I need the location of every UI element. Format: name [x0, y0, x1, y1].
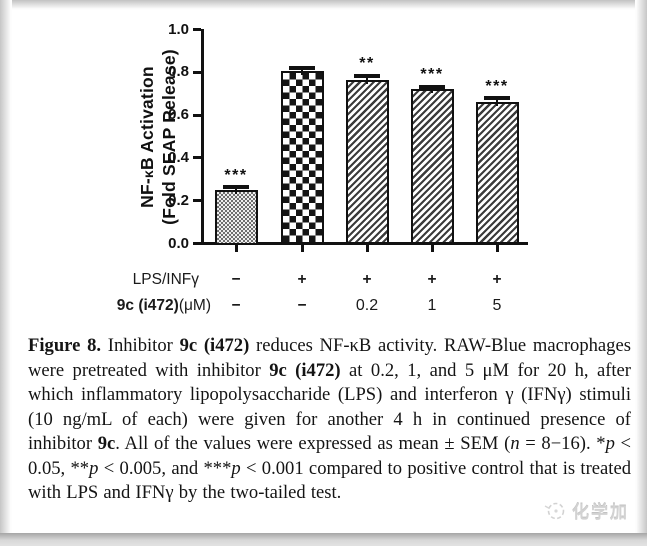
condition-value: −: [231, 297, 241, 314]
figure-caption: Figure 8. Inhibitor 9c (i472) reduces NF…: [28, 334, 631, 506]
caption-segment: . All of the values were expressed as me…: [115, 433, 511, 454]
error-bar-cap: [419, 84, 445, 89]
y-tick-label: 0.0: [168, 234, 189, 252]
watermark-text: 化学加: [572, 503, 629, 522]
condition-value: −: [297, 297, 307, 314]
condition-value: +: [297, 271, 307, 288]
y-axis-title-line1: NF-κB Activation: [137, 66, 157, 208]
y-tick-label: 0.8: [168, 63, 189, 81]
condition-value: +: [427, 271, 437, 288]
caption-segment: < 0.005, and ***: [98, 457, 232, 479]
error-bar-stem: [234, 187, 238, 194]
caption-segment: < 0.001 compared to positive control tha…: [28, 457, 631, 504]
error-bar-stem: [430, 86, 434, 94]
x-axis-tick: [234, 245, 238, 252]
y-axis-tick: [193, 242, 201, 245]
caption-segment: 9c (i472): [269, 359, 341, 381]
x-axis-tick: [300, 245, 304, 252]
condition-value: 0.2: [355, 297, 379, 314]
bar-1: [214, 190, 258, 245]
x-axis-tick: [495, 245, 499, 252]
significance-stars: ***: [485, 77, 509, 95]
error-bar-cap: [289, 66, 315, 71]
caption-segment: n: [510, 433, 520, 454]
y-tick-label: 0.4: [168, 148, 189, 166]
condition-value: 5: [492, 297, 502, 314]
y-axis-tick: [193, 156, 201, 160]
y-axis-line: [201, 28, 204, 245]
error-bar-cap: [354, 73, 380, 78]
caption-segment: Inhibitor: [101, 335, 180, 356]
y-axis-tick: [193, 28, 201, 31]
bar-4: [410, 89, 454, 245]
caption-segment: p: [605, 433, 615, 454]
nfkb-bar-chart: 0.0 0.2 0.4 0.6 0.8 1.0 NF-κB Activation (Fold …: [116, 0, 528, 314]
caption-segment: at 0.2, 1, and 5 μM for 20 h, after whic…: [28, 359, 631, 455]
condition-value: −: [231, 271, 241, 288]
x-axis-tick: [430, 245, 434, 252]
caption-segment: 9c (i472): [179, 335, 250, 356]
x-axis-tick: [365, 245, 369, 252]
significance-stars: ***: [420, 66, 444, 84]
condition-value: +: [362, 271, 372, 288]
scan-edge-bottom: [0, 533, 647, 546]
condition-value: +: [492, 271, 502, 288]
y-axis-tick: [193, 199, 201, 203]
bar-2: [280, 71, 324, 245]
error-bar-cap: [484, 96, 510, 101]
y-axis-title: NF-κB Activation (Fold SEAP Release): [137, 0, 181, 287]
caption-segment: < 0.05, **: [28, 433, 631, 479]
condition-row-label-1: LPS/INFγ: [132, 271, 199, 288]
watermark: 化学加: [543, 498, 629, 523]
y-tick-label: 1.0: [168, 20, 189, 38]
bar-3: [345, 79, 389, 245]
condition-value: 1: [427, 297, 437, 314]
caption-segment: p: [231, 457, 241, 479]
y-axis-tick: [193, 70, 201, 74]
watermark-logo-icon: [544, 502, 565, 519]
significance-stars: **: [359, 55, 375, 73]
significance-stars: ***: [224, 166, 248, 184]
caption-segment: reduces NF-κB activity. RAW-Blue macroph…: [28, 335, 631, 381]
caption-segment: Figure 8.: [28, 335, 102, 356]
error-bar-stem: [300, 68, 304, 76]
caption-segment: = 8−16). *: [519, 433, 606, 454]
y-axis-title-line2: (Fold SEAP Release): [159, 49, 179, 225]
bar-5: [475, 102, 519, 245]
condition-row-label-2: 9c (i472)(μM): [116, 297, 211, 314]
error-bar-stem: [365, 75, 369, 84]
error-bar-cap: [223, 185, 249, 190]
y-tick-label: 0.6: [168, 106, 189, 124]
caption-segment: p: [89, 457, 99, 479]
y-axis-tick: [193, 113, 201, 117]
caption-segment: 9c: [97, 433, 116, 454]
y-tick-label: 0.2: [168, 191, 189, 209]
error-bar-stem: [495, 98, 499, 107]
